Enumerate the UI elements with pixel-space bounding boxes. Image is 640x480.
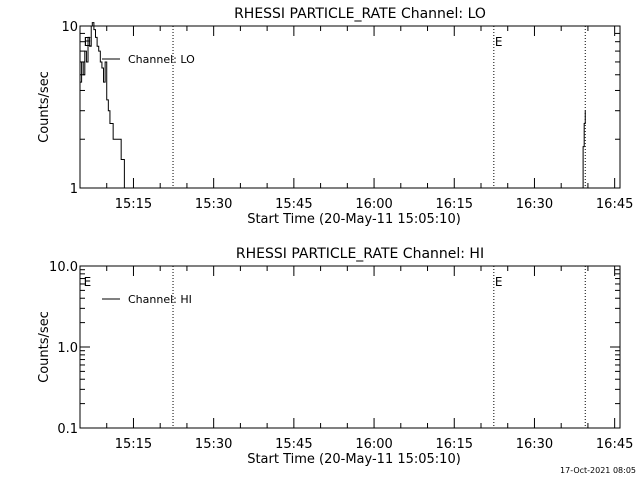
hi-legend-label: Channel: HI [128,293,192,306]
timestamp: 17-Oct-2021 08:05 [560,466,636,475]
hi-ylabel: Counts/sec [37,311,52,383]
lo-ylabel: Counts/sec [37,71,52,143]
hi-title: RHESSI PARTICLE_RATE Channel: HI [236,246,484,262]
lo-xtick-label: 16:15 [436,197,473,212]
lo-xtick-label: 16:00 [355,197,392,212]
hi-xtick-label: 16:30 [516,437,553,452]
hi-xtick-label: 16:15 [436,437,473,452]
hi-ytick-label: 0.1 [57,422,78,437]
hi-axes-frame [79,265,621,429]
lo-title: RHESSI PARTICLE_RATE Channel: LO [234,6,486,22]
hi-event-marker: E [495,275,503,289]
lo-xtick-label: 15:15 [115,197,152,212]
lo-xtick-label: 15:45 [275,197,312,212]
lo-series-0 [80,22,126,189]
lo-xtick-label: 15:30 [195,197,232,212]
hi-panel: RHESSI PARTICLE_RATE Channel: HI 0.1 1.0 10… [37,246,633,467]
hi-xlabel: Start Time (20-May-11 15:05:10) [247,452,461,467]
lo-xlabel: Start Time (20-May-11 15:05:10) [247,212,461,227]
lo-xtick-label: 16:45 [596,197,633,212]
lo-event-marker: E [84,35,92,49]
lo-ytick-label: 1 [70,182,78,197]
hi-xtick-label: 15:45 [275,437,312,452]
hi-ytick-label: 1.0 [57,341,78,356]
hi-event-marker: E [84,275,92,289]
hi-xtick-label: 15:30 [195,437,232,452]
hi-ytick-label: 10.0 [49,260,78,275]
lo-series-1 [582,110,586,189]
lo-ytick-label: 10 [61,20,78,35]
lo-event-marker: E [495,35,503,49]
hi-xtick-label: 16:00 [355,437,392,452]
lo-panel: RHESSI PARTICLE_RATE Channel: LO 1 10 15:15… [37,6,633,227]
hi-xtick-label: 15:15 [115,437,152,452]
lo-xtick-label: 16:30 [516,197,553,212]
hi-xtick-label: 16:45 [596,437,633,452]
lo-legend-label: Channel: LO [128,53,195,66]
lo-axes-frame [79,25,621,189]
